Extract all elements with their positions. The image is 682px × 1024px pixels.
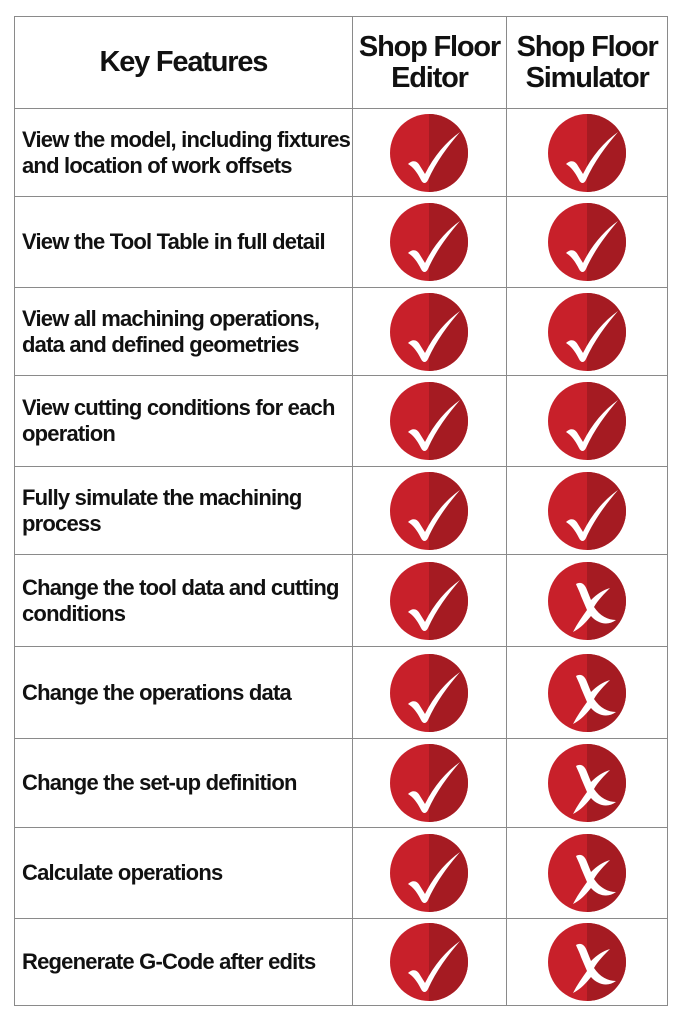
editor-cell: [351, 108, 508, 197]
feature-label: View the model, including fixtures and l…: [14, 108, 353, 197]
check-icon: [390, 923, 469, 1001]
feature-label: Calculate operations: [14, 827, 353, 919]
simulator-cell: [506, 918, 668, 1006]
check-icon: [390, 113, 469, 192]
table-row: Change the tool data and cutting conditi…: [14, 554, 668, 647]
editor-cell: [351, 466, 508, 555]
editor-cell: [351, 646, 508, 739]
cross-icon: [548, 561, 627, 640]
editor-cell: [351, 827, 508, 919]
feature-label: View cutting conditions for each operati…: [14, 375, 353, 467]
feature-label: Change the set-up definition: [14, 738, 353, 828]
header-shop-floor-simulator: Shop Floor Simulator: [506, 16, 668, 109]
check-icon: [548, 203, 627, 281]
feature-label: Change the operations data: [14, 646, 353, 739]
table-row: View the model, including fixtures and l…: [14, 108, 668, 197]
editor-cell: [351, 738, 508, 828]
check-icon: [548, 113, 627, 192]
table-row: Change the set-up definition: [14, 738, 668, 828]
editor-cell: [351, 918, 508, 1006]
check-icon: [548, 382, 627, 460]
editor-cell: [351, 554, 508, 647]
table-row: Regenerate G-Code after edits: [14, 918, 668, 1006]
table-row: Fully simulate the machining process: [14, 466, 668, 555]
table-row: Calculate operations: [14, 827, 668, 919]
table-row: Change the operations data: [14, 646, 668, 739]
table-row: View cutting conditions for each operati…: [14, 375, 668, 467]
simulator-cell: [506, 466, 668, 555]
check-icon: [390, 561, 469, 640]
editor-cell: [351, 196, 508, 288]
feature-label: View all machining operations, data and …: [14, 287, 353, 376]
simulator-cell: [506, 738, 668, 828]
cross-icon: [548, 653, 627, 732]
check-icon: [390, 834, 469, 912]
check-icon: [390, 203, 469, 281]
cross-icon: [548, 923, 627, 1001]
feature-label: View the Tool Table in full detail: [14, 196, 353, 288]
header-row: Key Features Shop Floor Editor Shop Floo…: [14, 16, 668, 109]
feature-label: Change the tool data and cutting conditi…: [14, 554, 353, 647]
simulator-cell: [506, 287, 668, 376]
header-key-features: Key Features: [14, 16, 353, 109]
simulator-cell: [506, 554, 668, 647]
simulator-cell: [506, 646, 668, 739]
feature-label: Fully simulate the machining process: [14, 466, 353, 555]
editor-cell: [351, 287, 508, 376]
check-icon: [390, 744, 469, 822]
simulator-cell: [506, 108, 668, 197]
table-row: View the Tool Table in full detail: [14, 196, 668, 288]
check-icon: [390, 292, 469, 371]
cross-icon: [548, 744, 627, 822]
check-icon: [390, 471, 469, 550]
simulator-cell: [506, 196, 668, 288]
editor-cell: [351, 375, 508, 467]
check-icon: [548, 471, 627, 550]
feature-comparison-table: Key Features Shop Floor Editor Shop Floo…: [14, 16, 668, 1006]
header-shop-floor-editor: Shop Floor Editor: [351, 16, 508, 109]
check-icon: [548, 292, 627, 371]
feature-label: Regenerate G-Code after edits: [14, 918, 353, 1006]
cross-icon: [548, 834, 627, 912]
table-row: View all machining operations, data and …: [14, 287, 668, 376]
simulator-cell: [506, 827, 668, 919]
simulator-cell: [506, 375, 668, 467]
check-icon: [390, 382, 469, 460]
check-icon: [390, 653, 469, 732]
